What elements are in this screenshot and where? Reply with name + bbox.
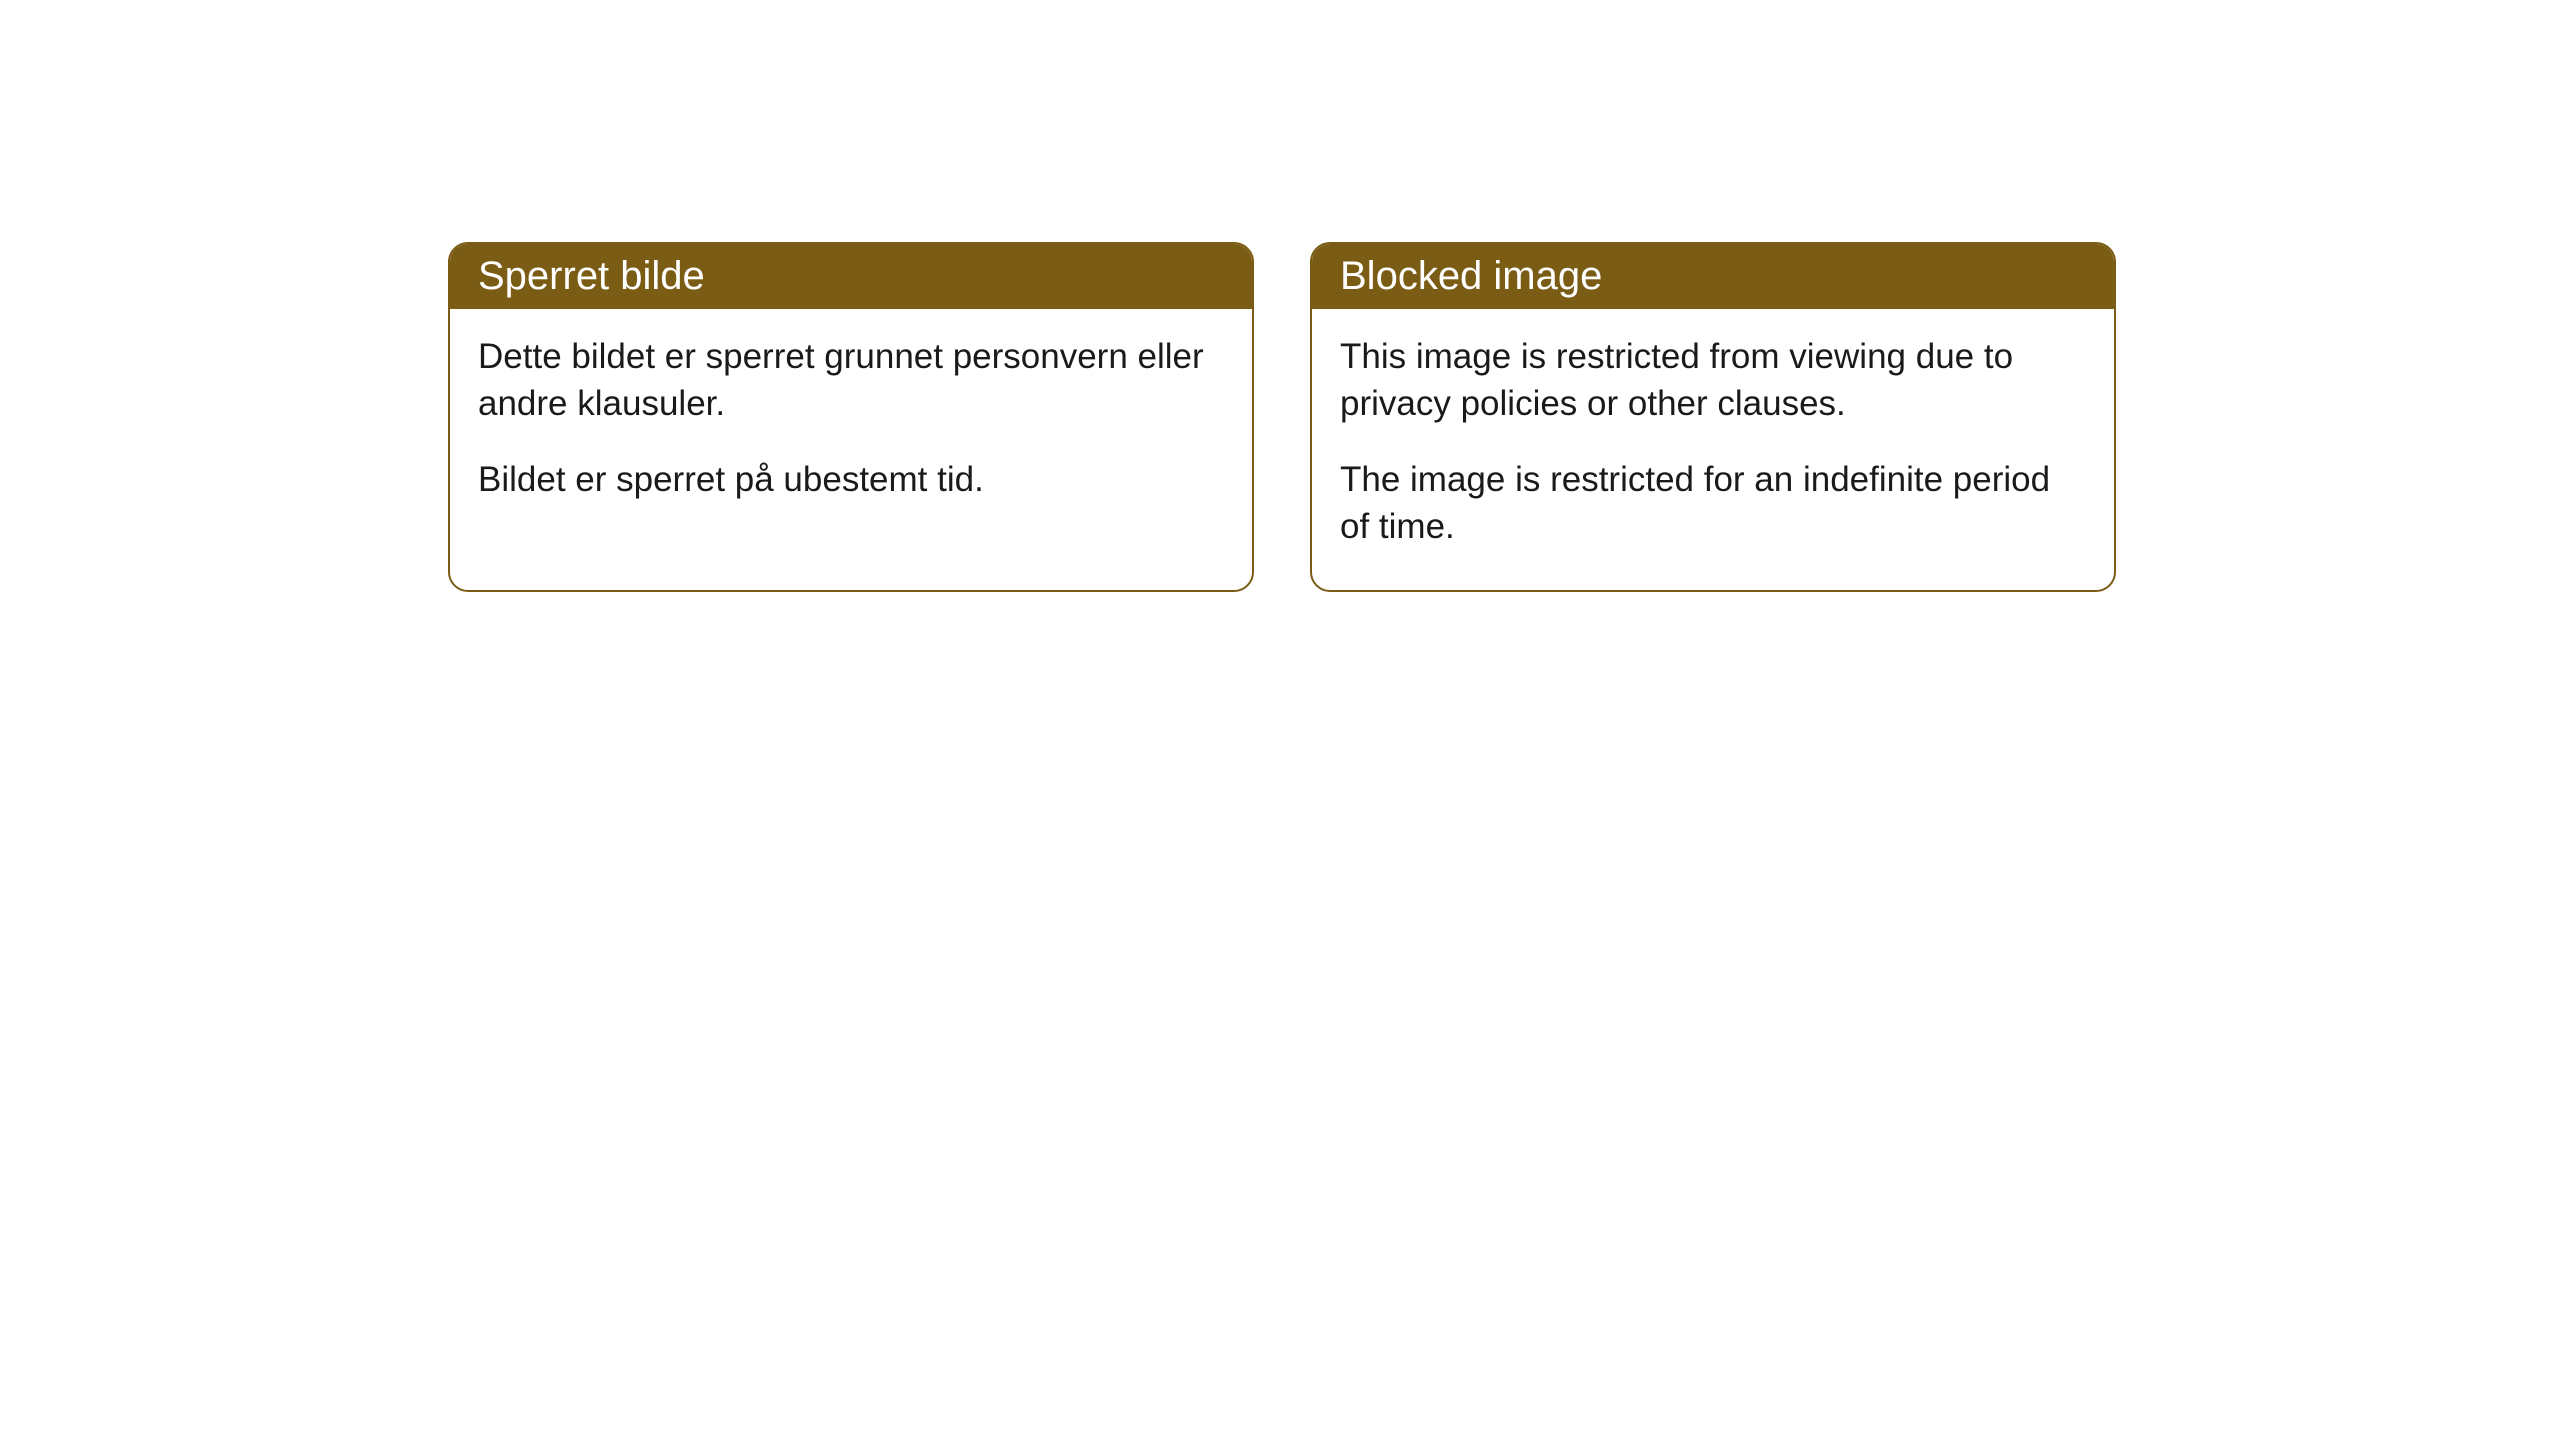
card-title-norwegian: Sperret bilde	[478, 254, 705, 298]
card-paragraph-1-english: This image is restricted from viewing du…	[1340, 333, 2086, 428]
card-body-norwegian: Dette bildet er sperret grunnet personve…	[450, 309, 1252, 543]
card-header-norwegian: Sperret bilde	[450, 244, 1252, 309]
notice-card-english: Blocked image This image is restricted f…	[1310, 242, 2116, 592]
card-body-english: This image is restricted from viewing du…	[1312, 309, 2114, 590]
card-paragraph-2-norwegian: Bildet er sperret på ubestemt tid.	[478, 456, 1224, 503]
card-paragraph-2-english: The image is restricted for an indefinit…	[1340, 456, 2086, 551]
notice-cards-container: Sperret bilde Dette bildet er sperret gr…	[448, 242, 2116, 592]
notice-card-norwegian: Sperret bilde Dette bildet er sperret gr…	[448, 242, 1254, 592]
card-paragraph-1-norwegian: Dette bildet er sperret grunnet personve…	[478, 333, 1224, 428]
card-header-english: Blocked image	[1312, 244, 2114, 309]
card-title-english: Blocked image	[1340, 254, 1602, 298]
